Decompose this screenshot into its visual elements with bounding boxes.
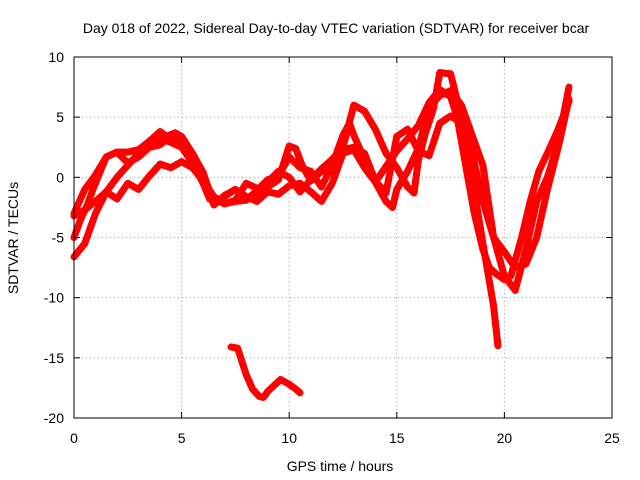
chart-title: Day 018 of 2022, Sidereal Day-to-day VTE… bbox=[83, 20, 590, 36]
x-tick-label: 25 bbox=[604, 430, 620, 446]
y-tick-label: -5 bbox=[52, 230, 65, 246]
x-tick-label: 15 bbox=[389, 430, 405, 446]
series-markers bbox=[227, 343, 304, 401]
x-axis-label: GPS time / hours bbox=[287, 458, 394, 474]
y-tick-label: -10 bbox=[44, 290, 64, 306]
y-tick-label: -15 bbox=[44, 350, 64, 366]
y-tick-label: 10 bbox=[48, 49, 64, 65]
y-tick-label: 5 bbox=[56, 109, 64, 125]
x-tick-label: 20 bbox=[497, 430, 513, 446]
series-group bbox=[70, 69, 573, 401]
x-tick-label: 0 bbox=[70, 430, 78, 446]
x-tick-label: 5 bbox=[178, 430, 186, 446]
y-tick-label: -20 bbox=[44, 410, 64, 426]
y-axis-label: SDTVAR / TECUs bbox=[5, 182, 21, 294]
tick-labels: 0 5 10 15 20 25 10 5 0 -5 -10 -15 -20 bbox=[44, 49, 620, 446]
y-tick-label: 0 bbox=[56, 169, 64, 185]
series-track-2 bbox=[70, 83, 573, 294]
series-markers bbox=[70, 69, 502, 350]
grid bbox=[74, 57, 612, 418]
series-track-3 bbox=[70, 69, 502, 350]
series-line bbox=[70, 69, 502, 350]
series-track-5 bbox=[227, 343, 304, 401]
ticks bbox=[73, 56, 613, 419]
x-tick-label: 10 bbox=[281, 430, 297, 446]
